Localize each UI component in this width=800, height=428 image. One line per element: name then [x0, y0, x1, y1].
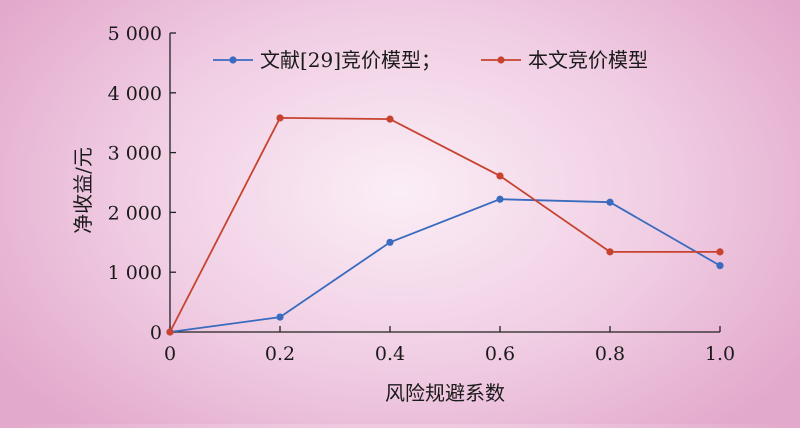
y-tick-label: 5 000 — [108, 23, 162, 45]
x-tick-label: 0.2 — [265, 343, 295, 365]
series-0-point — [496, 195, 504, 203]
series-1-point — [496, 172, 504, 180]
y-tick-label: 4 000 — [108, 83, 162, 105]
series-1-point — [166, 328, 174, 336]
series-1-point — [386, 115, 394, 123]
legend-label-literature-model: 文献[29]竞价模型； — [260, 48, 441, 72]
series-0-point — [606, 198, 614, 206]
series-0-point — [386, 238, 394, 246]
y-axis-title: 净收益/元 — [71, 147, 95, 234]
series-1-point — [276, 114, 284, 122]
series-0-point — [716, 262, 724, 270]
x-tick-label: 1.0 — [705, 343, 735, 365]
legend-marker-proposed-model — [497, 56, 505, 64]
y-tick-label: 2 000 — [108, 202, 162, 224]
x-tick-label: 0 — [164, 343, 176, 365]
series-line-1 — [169, 116, 720, 333]
series-line-0 — [169, 198, 721, 333]
y-tick-label: 0 — [150, 322, 162, 344]
axes: 0 1 000 2 000 3 000 4 000 5 000 0 0.2 0.4 0.6 0.8… — [108, 23, 736, 365]
x-tick-label: 0.6 — [485, 343, 515, 365]
x-tick-label: 0.4 — [375, 343, 405, 365]
x-tick-label: 0.8 — [595, 343, 625, 365]
legend-item-proposed-model: 本文竞价模型 — [481, 48, 648, 72]
legend-marker-literature-model — [229, 56, 237, 64]
series-0-point — [276, 313, 284, 321]
legend-item-literature-model: 文献[29]竞价模型； — [213, 48, 441, 72]
series-1-point — [716, 248, 724, 256]
y-tick-label: 1 000 — [108, 262, 162, 284]
y-ticks: 0 1 000 2 000 3 000 4 000 5 000 — [108, 23, 176, 344]
series-layer — [166, 114, 724, 336]
series-1-point — [606, 248, 614, 256]
legend-label-proposed-model: 本文竞价模型 — [528, 48, 648, 72]
legend: 文献[29]竞价模型； 本文竞价模型 — [213, 48, 648, 72]
y-tick-label: 3 000 — [108, 143, 162, 165]
x-ticks: 0 0.2 0.4 0.6 0.8 1.0 — [164, 326, 735, 365]
x-axis-title: 风险规避系数 — [385, 381, 505, 405]
